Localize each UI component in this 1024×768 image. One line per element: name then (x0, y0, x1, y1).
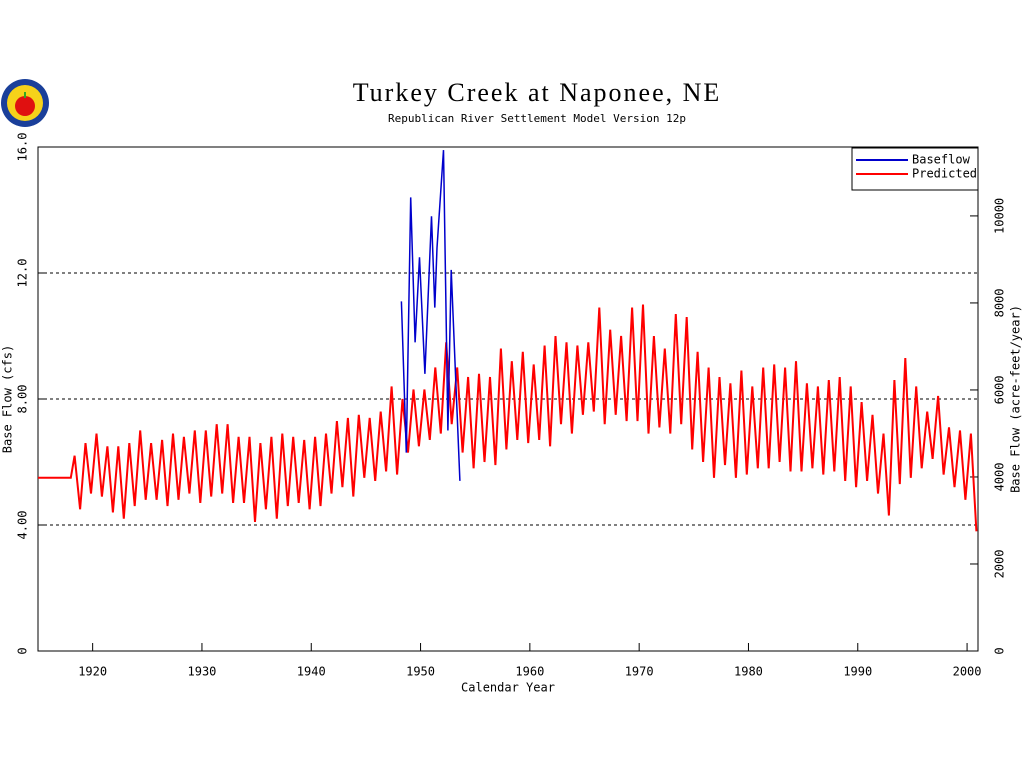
y-tick-label: 16.0 (16, 133, 30, 162)
logo-stem (24, 92, 26, 98)
series-line (38, 304, 978, 532)
y2-tick-label: 10000 (993, 198, 1007, 234)
y-tick-label: 8.00 (16, 385, 30, 414)
y2-tick-label: 8000 (993, 288, 1007, 317)
x-tick-label: 1930 (188, 665, 217, 679)
x-tick-label: 2000 (953, 665, 982, 679)
y2-tick-label: 0 (993, 647, 1007, 654)
x-tick-label: 1980 (734, 665, 763, 679)
y2-axis-label: Base Flow (acre-feet/year) (1009, 305, 1023, 493)
legend-box (851, 147, 979, 191)
y2-tick-label: 6000 (993, 375, 1007, 404)
chart-subtitle: Republican River Settlement Model Versio… (388, 112, 686, 125)
legend-label: Baseflow (912, 153, 971, 167)
y-tick-label: 4.00 (16, 511, 30, 540)
logo (1, 79, 49, 127)
logo-apple (15, 96, 35, 116)
x-tick-label: 1920 (78, 665, 107, 679)
y-axis-label: Base Flow (cfs) (1, 345, 15, 453)
legend-label: Predicted (912, 167, 977, 181)
y-tick-label: 12.0 (16, 259, 30, 288)
y2-tick-label: 4000 (993, 463, 1007, 492)
y-tick-label: 0 (16, 647, 30, 654)
x-tick-label: 1960 (515, 665, 544, 679)
chart-title: Turkey Creek at Naponee, NE (353, 78, 722, 107)
x-axis-label: Calendar Year (461, 681, 555, 695)
x-tick-label: 1970 (625, 665, 654, 679)
y2-tick-label: 2000 (993, 550, 1007, 579)
x-tick-label: 1950 (406, 665, 435, 679)
x-tick-label: 1990 (843, 665, 872, 679)
series-line (400, 150, 461, 481)
x-tick-label: 1940 (297, 665, 326, 679)
